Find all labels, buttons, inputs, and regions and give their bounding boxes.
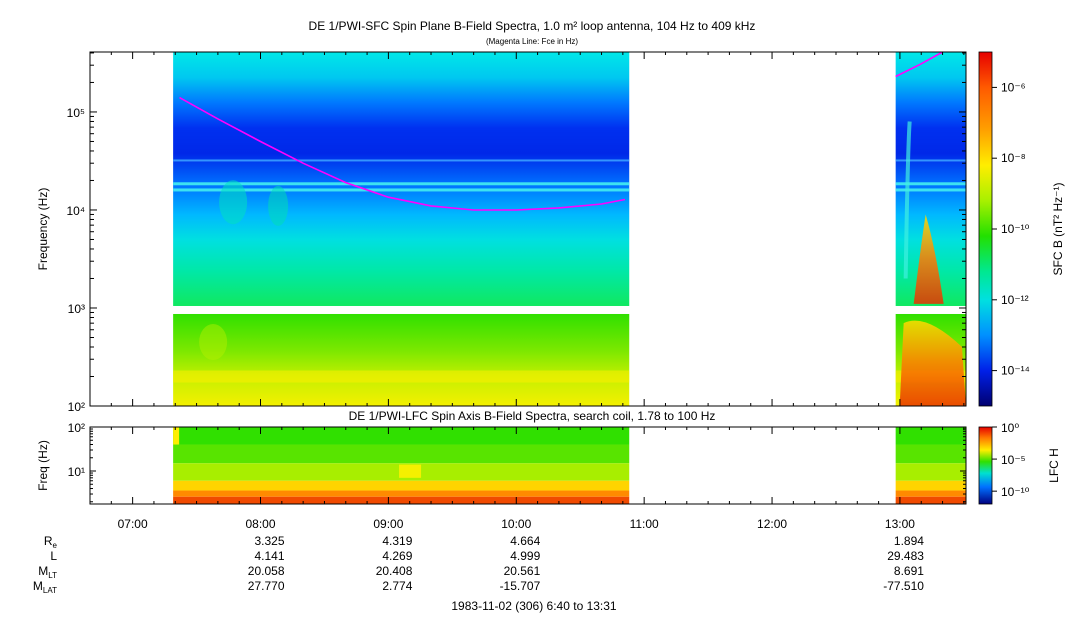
sfc-colorbar — [978, 51, 993, 407]
lfc-spectrogram-band — [173, 496, 630, 504]
sfc-colorbar-tick-label: 10⁻¹⁴ — [1001, 364, 1030, 378]
time-tick-label: 10:00 — [501, 517, 531, 531]
ephemeris-value: 29.483 — [887, 549, 924, 563]
sfc-interference-line — [173, 159, 630, 162]
time-tick-label: 08:00 — [245, 517, 275, 531]
sfc-y-tick-label: 10³ — [68, 302, 85, 316]
fce-line — [895, 51, 943, 78]
sfc-low-band — [173, 370, 630, 383]
sfc-subtitle: (Magenta Line: Fce in Hz) — [486, 37, 578, 46]
ephemeris-value: 4.999 — [510, 549, 540, 563]
lfc-emission-patch — [399, 464, 422, 478]
time-tick-label: 13:00 — [885, 517, 915, 531]
lfc-y-tick-label: 10¹ — [68, 465, 85, 479]
lfc-spectrogram-band — [173, 427, 630, 445]
lfc-colorbar — [978, 426, 993, 505]
lfc-colorbar-tick-label: 10⁻⁵ — [1001, 453, 1026, 467]
ephemeris-value: 20.058 — [248, 564, 285, 578]
ephemeris-value: 20.408 — [376, 564, 413, 578]
sfc-y-tick-label: 10² — [68, 400, 85, 414]
ephemeris-value: 8.691 — [894, 564, 924, 578]
ephemeris-row-label: MLAT — [33, 579, 57, 595]
time-tick-label: 11:00 — [630, 517, 659, 531]
lfc-y-axis-label: Freq (Hz) — [36, 440, 50, 491]
ephemeris-value: 4.319 — [382, 534, 412, 548]
sfc-plot-frame — [89, 51, 967, 407]
lfc-colorbar-tick-label: 10⁻¹⁰ — [1001, 485, 1030, 499]
ephemeris-value: 4.141 — [254, 549, 284, 563]
lfc-colorbar-label: LFC H — [1047, 448, 1061, 483]
lfc-emission-patch — [173, 427, 180, 445]
sfc-emission-patch — [199, 323, 228, 360]
time-tick-label: 09:00 — [373, 517, 403, 531]
lfc-spectrogram-band — [895, 463, 966, 481]
time-tick-label: 12:00 — [757, 517, 787, 531]
lfc-spectrogram-band — [173, 480, 630, 491]
sfc-colorbar-tick-label: 10⁻¹² — [1001, 293, 1029, 307]
sfc-title: DE 1/PWI-SFC Spin Plane B-Field Spectra,… — [309, 19, 756, 33]
lfc-spectrogram-band — [173, 444, 630, 464]
sfc-interference-line — [173, 188, 630, 192]
sfc-colorbar-tick-label: 10⁻¹⁰ — [1001, 222, 1030, 236]
lfc-y-tick-label: 10² — [68, 421, 85, 435]
lfc-plot-frame — [89, 426, 967, 505]
lfc-spectrogram-band — [895, 496, 966, 504]
lfc-spectrogram-band — [895, 480, 966, 491]
sfc-colorbar-tick-label: 10⁻⁸ — [1001, 151, 1026, 165]
ephemeris-row-label: L — [50, 549, 57, 563]
sfc-emission-streak — [903, 121, 912, 279]
sfc-colorbar-label: SFC B (nT² Hz⁻¹) — [1051, 183, 1065, 276]
sfc-colorbar-tick-label: 10⁻⁶ — [1001, 80, 1026, 94]
sfc-spectrogram-segment-lower — [173, 313, 630, 406]
lfc-spectrogram-band — [895, 444, 966, 464]
sfc-interference-line — [895, 159, 966, 162]
sfc-hot-emission — [899, 320, 966, 406]
sfc-interference-line — [173, 182, 630, 186]
sfc-y-tick-label: 10⁴ — [66, 204, 85, 218]
sfc-y-axis-label: Frequency (Hz) — [36, 188, 50, 271]
ephemeris-value: -15.707 — [500, 579, 541, 593]
sfc-interference-line — [895, 182, 966, 186]
sfc-interference-line — [895, 188, 966, 192]
sfc-hot-emission — [913, 214, 944, 304]
fce-line — [179, 96, 626, 211]
sfc-emission-patch — [219, 180, 248, 225]
lfc-spectrogram-band — [173, 490, 630, 497]
sfc-emission-patch — [268, 185, 289, 226]
ephemeris-value: 4.664 — [510, 534, 540, 548]
ephemeris-row-label: Re — [44, 534, 58, 550]
ephemeris-value: 1.894 — [894, 534, 924, 548]
lfc-colorbar-tick-label: 10⁰ — [1001, 421, 1019, 435]
ephemeris-value: 27.770 — [248, 579, 285, 593]
lfc-spectrogram-band — [895, 427, 966, 445]
lfc-title: DE 1/PWI-LFC Spin Axis B-Field Spectra, … — [349, 409, 716, 423]
ephemeris-value: 3.325 — [254, 534, 284, 548]
ephemeris-value: 20.561 — [504, 564, 541, 578]
sfc-y-tick-label: 10⁵ — [67, 106, 85, 120]
lfc-spectrogram-band — [895, 490, 966, 497]
ephemeris-row-label: MLT — [38, 564, 57, 580]
time-tick-label: 07:00 — [118, 517, 148, 531]
ephemeris-value: -77.510 — [883, 579, 924, 593]
time-range-caption: 1983-11-02 (306) 6:40 to 13:31 — [451, 599, 617, 613]
sfc-spectrogram-segment-upper — [173, 52, 630, 306]
ephemeris-value: 4.269 — [382, 549, 412, 563]
ephemeris-value: 2.774 — [382, 579, 412, 593]
